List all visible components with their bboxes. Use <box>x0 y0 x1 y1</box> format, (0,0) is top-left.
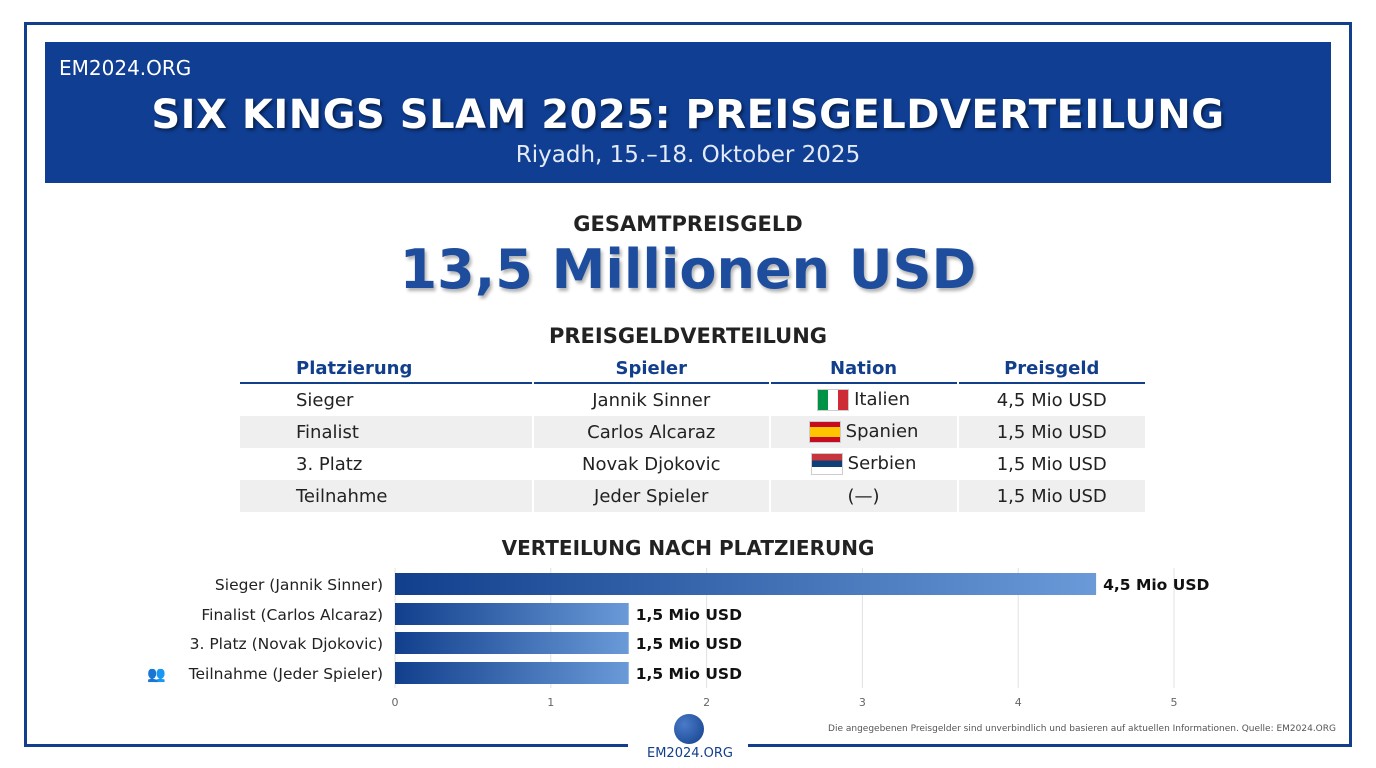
cell-place: Teilnahme <box>240 480 532 512</box>
col-header: Spieler <box>533 354 769 384</box>
footer-logo-text: EM2024.ORG <box>647 746 733 761</box>
col-header: Preisgeld <box>958 354 1145 384</box>
category-label: Teilnahme (Jeder Spieler) <box>188 665 383 683</box>
col-header: Nation <box>770 354 957 384</box>
data-label: 1,5 Mio USD <box>636 635 742 653</box>
italy-flag-icon <box>817 389 850 411</box>
table-row: Sieger Jannik Sinner Italien 4,5 Mio USD <box>240 384 1145 416</box>
x-tick-label: 5 <box>1171 696 1178 709</box>
x-tick-label: 3 <box>859 696 866 709</box>
x-tick-label: 2 <box>703 696 710 709</box>
category-label: Sieger (Jannik Sinner) <box>215 576 383 594</box>
bar <box>395 603 629 625</box>
footer-note: Die angegebenen Preisgelder sind unverbi… <box>828 724 1336 734</box>
cell-prize: 1,5 Mio USD <box>958 416 1145 448</box>
x-tick-label: 4 <box>1015 696 1022 709</box>
page-title: SIX KINGS SLAM 2025: PREISGELDVERTEILUNG <box>151 92 1225 138</box>
total-label: GESAMTPREISGELD <box>573 212 803 236</box>
bar <box>395 662 629 684</box>
data-label: 1,5 Mio USD <box>636 606 742 624</box>
cell-prize: 1,5 Mio USD <box>996 453 1107 475</box>
bar <box>395 573 1097 595</box>
total-value: 13,5 Millionen USD <box>399 238 977 301</box>
cell-player: Carlos Alcaraz <box>533 416 769 448</box>
cell-place: Finalist <box>240 416 532 448</box>
table-row: Teilnahme Jeder Spieler (—) 1,5 Mio USD <box>240 480 1145 512</box>
table-title: PREISGELDVERTEILUNG <box>548 324 828 348</box>
cell-nation: (—) <box>770 480 957 512</box>
nation-name: Serbien <box>847 453 917 474</box>
table-row: 3. Platz Novak Djokovic Serbien 1,5 Mio … <box>240 448 1145 480</box>
chart-title: VERTEILUNG NACH PLATZIERUNG <box>501 536 875 560</box>
header-banner: EM2024.ORG SIX KINGS SLAM 2025: PREISGEL… <box>45 42 1331 183</box>
cell-player: Novak Djokovic <box>581 453 721 475</box>
cell-place: Sieger <box>296 389 354 411</box>
people-icon: 👥 <box>147 665 166 683</box>
data-label: 1,5 Mio USD <box>636 665 742 683</box>
category-label: 3. Platz (Novak Djokovic) <box>190 635 383 653</box>
nation-name: Italien <box>854 389 910 410</box>
data-label: 4,5 Mio USD <box>1103 576 1209 594</box>
cell-nation: Italien <box>771 384 957 416</box>
bar <box>395 632 629 654</box>
x-tick-label: 0 <box>392 696 399 709</box>
col-header: Platzierung <box>240 354 532 384</box>
cell-player: Jeder Spieler <box>533 480 769 512</box>
tennis-ball-logo-icon <box>674 714 704 744</box>
cell-prize: 4,5 Mio USD <box>996 389 1107 411</box>
category-label: Finalist (Carlos Alcaraz) <box>201 606 383 624</box>
subtitle: Riyadh, 15.–18. Oktober 2025 <box>515 142 861 168</box>
nation-name: (—) <box>847 485 880 507</box>
cell-nation: Serbien <box>771 448 957 480</box>
x-tick-label: 1 <box>547 696 554 709</box>
prize-table: Platzierung Spieler Nation Preisgeld Sie… <box>238 354 1147 512</box>
table-row: Finalist Carlos Alcaraz Spanien 1,5 Mio … <box>240 416 1145 448</box>
brand: EM2024.ORG <box>59 56 192 80</box>
spain-flag-icon <box>808 421 841 443</box>
cell-prize: 1,5 Mio USD <box>958 480 1145 512</box>
nation-name: Spanien <box>845 421 919 442</box>
cell-place: 3. Platz <box>296 453 363 475</box>
serbia-flag-icon <box>810 453 843 475</box>
cell-player: Jannik Sinner <box>592 389 711 411</box>
cell-nation: Spanien <box>770 416 957 448</box>
